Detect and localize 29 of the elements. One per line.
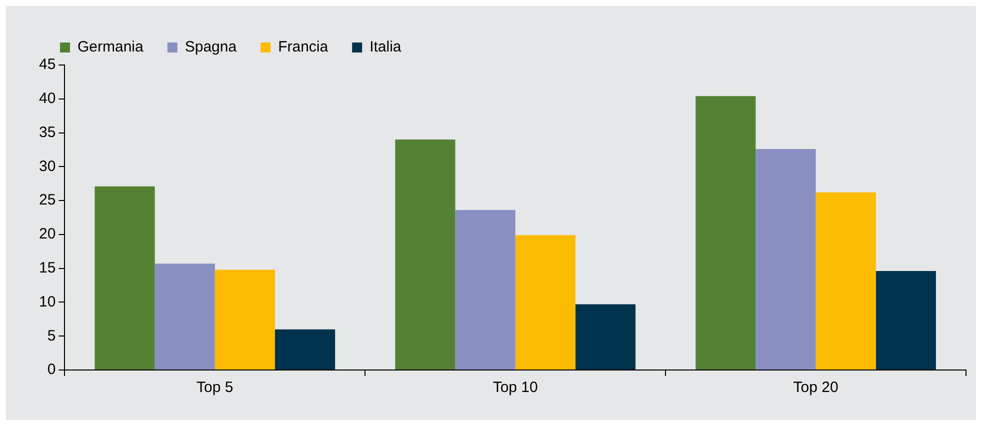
bar — [395, 140, 456, 370]
legend-label: Spagna — [184, 38, 238, 56]
bar — [274, 329, 336, 370]
y-tick-label: 5 — [47, 327, 56, 344]
bar — [816, 192, 876, 370]
y-tick-label: 35 — [38, 124, 56, 141]
y-tick-label: 45 — [38, 56, 56, 74]
y-tick-label: 25 — [38, 192, 56, 209]
legend-label: Germania — [78, 38, 144, 56]
y-tick-label: 10 — [38, 293, 56, 310]
bar — [515, 235, 576, 370]
y-tick-label: 20 — [38, 226, 56, 243]
legend-label: Francia — [278, 38, 329, 56]
y-tick-label: 15 — [38, 259, 56, 276]
x-tick-label: Top 20 — [793, 379, 838, 396]
bar — [696, 96, 756, 370]
bar — [154, 264, 215, 370]
y-tick-label: 0 — [47, 361, 56, 378]
y-tick-label: 30 — [38, 158, 56, 175]
bar — [214, 270, 275, 370]
bar — [575, 304, 636, 370]
x-tick-label: Top 10 — [492, 379, 538, 396]
x-tick-label: Top 5 — [196, 379, 234, 396]
y-tick-label: 40 — [38, 90, 56, 108]
bar — [94, 186, 155, 370]
bar — [756, 149, 816, 370]
bar — [455, 210, 516, 370]
bar — [876, 271, 936, 370]
legend-label: Italia — [370, 38, 402, 56]
